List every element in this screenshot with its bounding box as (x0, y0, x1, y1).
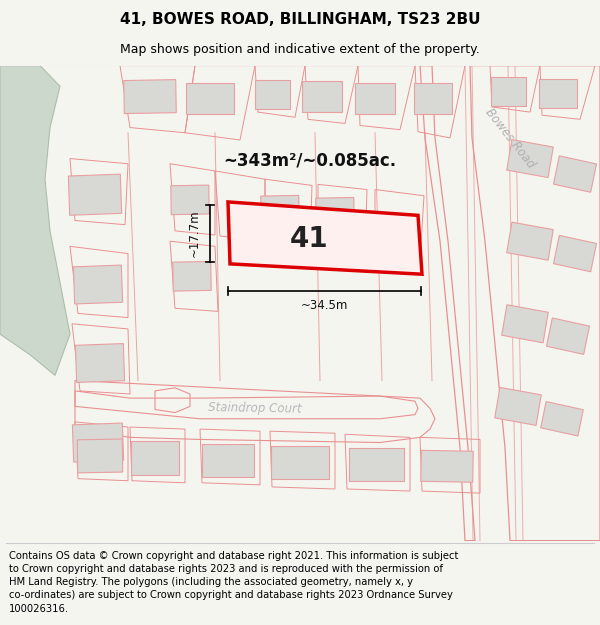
Bar (541, 402, 583, 436)
Bar (491, 77, 526, 106)
Bar (554, 156, 596, 192)
Bar (502, 305, 548, 343)
Bar (414, 83, 452, 114)
Bar (73, 423, 124, 462)
Bar (68, 174, 122, 215)
Bar (131, 441, 179, 474)
Bar (76, 344, 125, 382)
Bar (495, 388, 541, 426)
Bar (73, 265, 122, 304)
Text: ~34.5m: ~34.5m (301, 299, 348, 312)
Bar (302, 81, 342, 112)
Text: Contains OS data © Crown copyright and database right 2021. This information is : Contains OS data © Crown copyright and d… (9, 551, 458, 614)
Bar (355, 83, 395, 114)
Polygon shape (228, 202, 422, 274)
Text: Map shows position and indicative extent of the property.: Map shows position and indicative extent… (120, 42, 480, 56)
Text: Staindrop Court: Staindrop Court (208, 401, 302, 416)
Bar (254, 80, 290, 109)
Text: Bowes Road: Bowes Road (482, 106, 538, 171)
Bar (261, 196, 299, 225)
Bar (547, 318, 589, 354)
Bar (202, 444, 254, 477)
Bar (421, 451, 473, 482)
Bar (186, 83, 234, 114)
Bar (507, 222, 553, 260)
Text: 41, BOWES ROAD, BILLINGHAM, TS23 2BU: 41, BOWES ROAD, BILLINGHAM, TS23 2BU (120, 12, 480, 27)
Text: ~17.7m: ~17.7m (187, 209, 200, 258)
Polygon shape (0, 66, 70, 376)
Bar (507, 139, 553, 177)
Bar (271, 446, 329, 479)
Bar (554, 236, 596, 272)
Bar (349, 448, 404, 481)
Text: ~343m²/~0.085ac.: ~343m²/~0.085ac. (223, 152, 397, 169)
Bar (124, 79, 176, 114)
Bar (539, 79, 577, 108)
Text: 41: 41 (290, 225, 329, 253)
Bar (173, 261, 211, 291)
Bar (316, 198, 354, 227)
Bar (77, 439, 123, 473)
Bar (171, 185, 209, 214)
